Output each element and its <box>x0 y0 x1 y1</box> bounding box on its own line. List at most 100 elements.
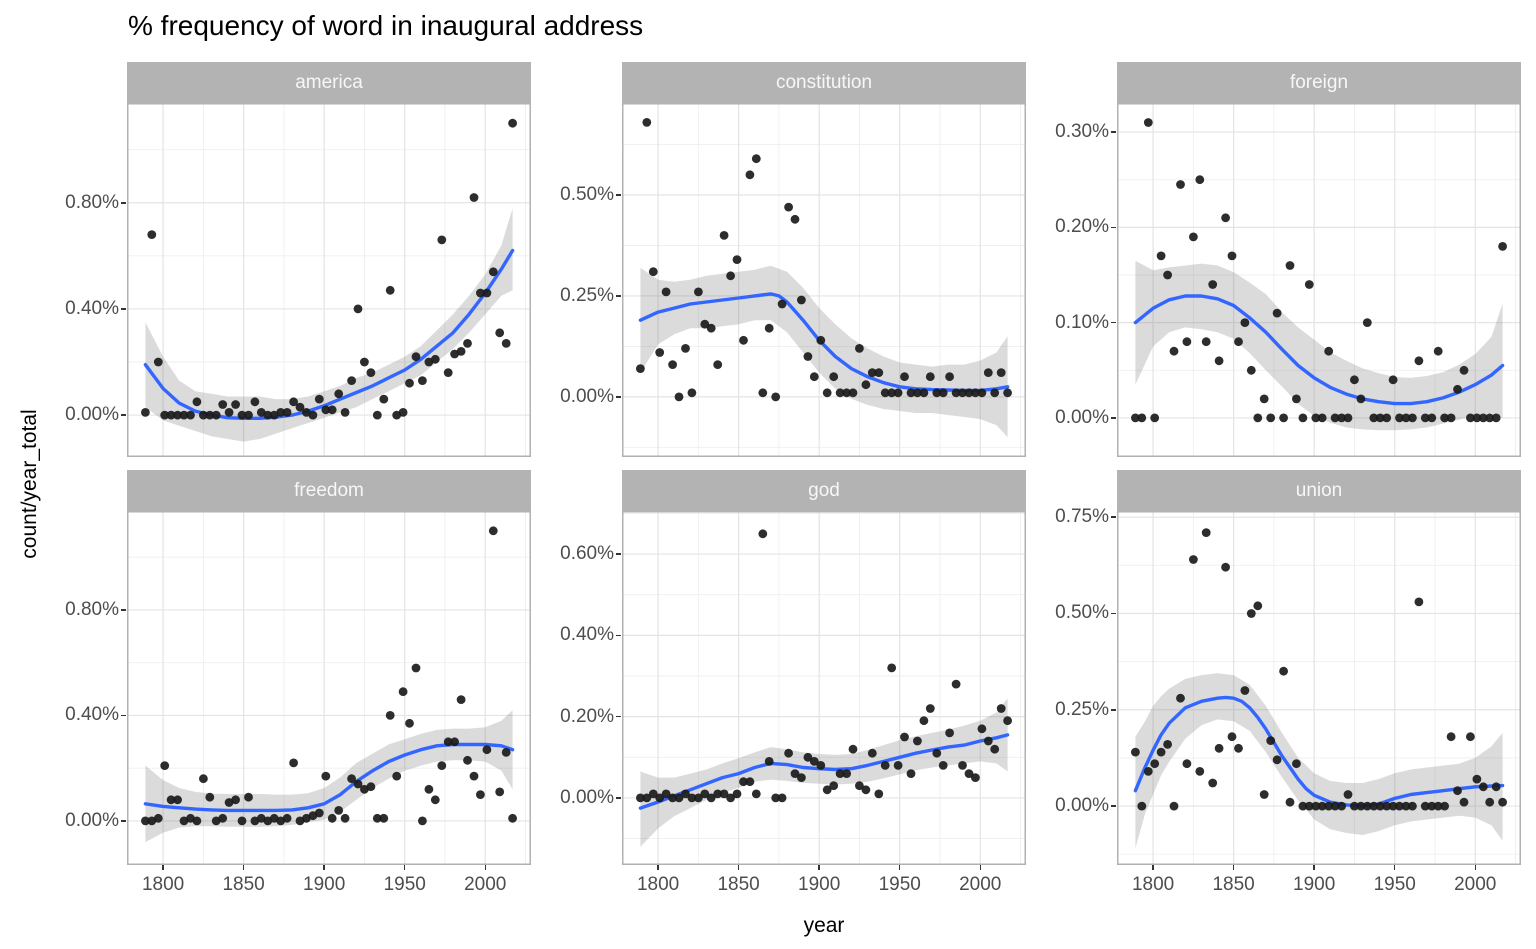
data-point <box>1189 232 1198 242</box>
data-point <box>1234 743 1243 753</box>
data-point <box>1356 801 1366 811</box>
data-point <box>745 777 755 787</box>
data-point <box>437 235 447 245</box>
data-point <box>205 792 215 802</box>
data-point <box>674 392 684 402</box>
facet-panel-america <box>127 103 531 457</box>
data-point <box>700 789 710 799</box>
y-tick-mark <box>1111 612 1116 615</box>
x-tick-mark <box>1393 865 1396 870</box>
x-tick-mark <box>1152 865 1154 870</box>
facet-label: union <box>1295 479 1343 501</box>
data-point <box>758 388 768 398</box>
x-axis-tick-label: 2000 <box>464 874 507 895</box>
data-point <box>945 372 954 382</box>
data-point <box>372 813 382 823</box>
x-axis-tick-label: 1900 <box>798 874 841 895</box>
data-point <box>668 360 677 369</box>
data-point <box>1150 413 1160 423</box>
x-axis-tick-label: 1850 <box>222 874 265 895</box>
data-point <box>719 789 729 799</box>
data-point <box>822 388 832 398</box>
data-point <box>1350 375 1359 385</box>
data-point <box>855 344 864 353</box>
data-point <box>1401 801 1411 811</box>
data-point <box>945 728 954 738</box>
data-point <box>186 410 195 420</box>
data-point <box>430 795 440 805</box>
data-point <box>1446 732 1456 742</box>
data-point <box>321 405 331 415</box>
data-point <box>192 816 202 826</box>
data-point <box>430 354 440 364</box>
panel-border <box>622 511 1026 865</box>
data-point <box>282 408 292 417</box>
facet-panel-foreign <box>1117 103 1521 457</box>
data-point <box>1163 270 1172 280</box>
data-point <box>153 357 163 367</box>
data-point <box>224 408 234 417</box>
data-point <box>276 408 286 417</box>
data-point <box>1440 801 1449 811</box>
data-point <box>334 389 344 399</box>
data-point <box>867 368 877 377</box>
data-point <box>655 348 665 357</box>
data-point <box>809 757 819 766</box>
x-axis-tick-label: 1800 <box>636 874 680 895</box>
data-point <box>392 771 402 781</box>
data-point <box>816 761 826 770</box>
data-point <box>861 380 871 390</box>
data-point <box>925 372 935 382</box>
data-point <box>874 789 884 799</box>
data-point <box>642 793 652 803</box>
data-point <box>199 774 208 784</box>
data-point <box>1169 346 1179 356</box>
data-point <box>1317 413 1327 423</box>
data-point <box>1266 413 1276 423</box>
data-point <box>160 761 170 770</box>
data-point <box>784 202 793 212</box>
data-point <box>938 388 948 398</box>
data-point <box>1478 782 1488 792</box>
data-point <box>887 388 897 398</box>
x-tick-mark <box>484 865 486 870</box>
x-axis-tick-label: 2000 <box>1454 874 1497 895</box>
data-point <box>719 231 729 240</box>
data-point <box>1169 801 1179 811</box>
data-point <box>1163 740 1172 749</box>
data-point <box>835 388 845 398</box>
data-point <box>1240 686 1250 695</box>
facet-strip-foreign: foreign <box>1117 62 1521 103</box>
data-point <box>1298 801 1308 811</box>
data-point <box>1324 346 1334 356</box>
data-point <box>790 214 800 224</box>
y-axis-tick-label: 0.00% <box>65 404 119 426</box>
data-point <box>1395 801 1404 811</box>
data-point <box>501 748 511 757</box>
data-point <box>463 755 472 765</box>
data-point <box>777 299 787 309</box>
data-point <box>694 287 703 297</box>
data-point <box>1272 308 1282 318</box>
y-axis-tick-label: 0.00% <box>65 809 119 831</box>
data-point <box>1466 413 1475 423</box>
data-point <box>1279 413 1288 423</box>
data-point <box>398 687 408 697</box>
x-axis-tick-label: 1950 <box>878 874 921 895</box>
data-point <box>687 793 697 803</box>
data-point <box>829 372 839 382</box>
data-point <box>308 410 318 420</box>
y-tick-mark <box>1111 131 1116 133</box>
data-point <box>739 777 748 787</box>
y-tick-mark <box>1111 417 1116 419</box>
x-axis-tick-label: 1900 <box>303 874 346 895</box>
data-point <box>674 793 684 803</box>
data-point <box>1472 774 1482 784</box>
data-point <box>244 792 253 802</box>
y-axis-tick-label: 0.00% <box>1055 795 1109 817</box>
data-point <box>1176 180 1185 189</box>
facet-strip-america: america <box>127 62 531 103</box>
data-point <box>340 408 350 417</box>
y-axis-tick-label: 0.60% <box>560 543 614 565</box>
facet-label: constitution <box>775 71 873 93</box>
